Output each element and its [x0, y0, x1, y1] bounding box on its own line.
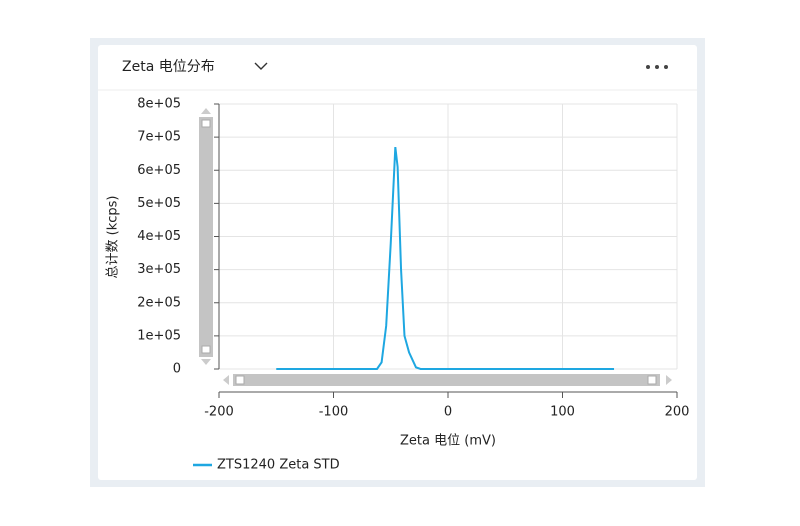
- scroll-handle[interactable]: [647, 375, 657, 385]
- scroll-handle[interactable]: [235, 375, 245, 385]
- x-axis-title: Zeta 电位 (mV): [400, 434, 496, 449]
- scroll-arrow[interactable]: [201, 359, 211, 365]
- legend-label: ZTS1240 Zeta STD: [217, 458, 340, 473]
- scroll-arrow[interactable]: [223, 375, 229, 385]
- scroll-handle[interactable]: [201, 345, 211, 354]
- vertical-scrollbar[interactable]: [199, 108, 213, 365]
- y-tick-label: 8e+05: [137, 97, 181, 112]
- y-tick-label: 1e+05: [137, 328, 181, 343]
- y-axis-title: 总计数 (kcps): [106, 196, 121, 279]
- x-tick-label: 0: [444, 405, 452, 420]
- scroll-thumb[interactable]: [233, 374, 660, 386]
- y-tick-label: 0: [173, 362, 181, 377]
- card: [98, 45, 697, 480]
- y-tick-label: 6e+05: [137, 163, 181, 178]
- dot: [646, 65, 650, 69]
- horizontal-scrollbar[interactable]: [223, 374, 672, 386]
- scroll-thumb[interactable]: [199, 117, 213, 357]
- y-tick-label: 2e+05: [137, 295, 181, 310]
- x-tick-label: -200: [204, 405, 234, 420]
- dot: [664, 65, 668, 69]
- y-tick-label: 3e+05: [137, 262, 181, 277]
- y-tick-label: 5e+05: [137, 196, 181, 211]
- dot: [655, 65, 659, 69]
- dropdown-chevron[interactable]: [254, 62, 268, 70]
- x-tick-label: 200: [665, 405, 690, 420]
- data-line: [276, 146, 615, 370]
- scroll-arrow[interactable]: [666, 375, 672, 385]
- card-title[interactable]: Zeta 电位分布: [122, 59, 215, 75]
- x-tick-label: -100: [319, 405, 349, 420]
- x-tick-label: 100: [550, 405, 575, 420]
- y-tick-label: 7e+05: [137, 130, 181, 145]
- scroll-arrow[interactable]: [201, 108, 211, 114]
- more-menu[interactable]: [646, 65, 668, 69]
- scroll-handle[interactable]: [201, 119, 211, 128]
- y-tick-label: 4e+05: [137, 229, 181, 244]
- plot: 0 1e+05 2e+05 3e+05 4e+05 5e+05 6e+05 7e+05 8e+0…: [137, 97, 689, 473]
